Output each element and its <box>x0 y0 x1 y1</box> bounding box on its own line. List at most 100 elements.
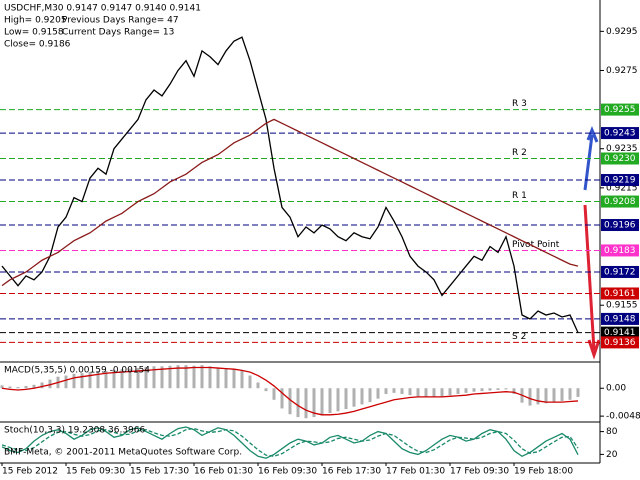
histogram-bar <box>416 388 420 397</box>
footer: BMF-Meta, © 2001-2011 MetaQuotes Softwar… <box>4 448 242 458</box>
info-line: Previous Days Range= 47 <box>62 16 179 26</box>
price-box-label: 0.9183 <box>604 246 636 256</box>
histogram-bar <box>96 370 100 389</box>
histogram-bar <box>344 388 348 410</box>
histogram-bar <box>328 388 332 414</box>
histogram-bar <box>376 388 380 399</box>
histogram-bar <box>120 369 124 389</box>
histogram-bar <box>448 388 452 396</box>
histogram-bar <box>216 367 220 389</box>
x-tick-label: 17 Feb 01:30 <box>386 467 445 477</box>
histogram-bar <box>232 368 236 389</box>
histogram-bar <box>384 388 388 395</box>
histogram-bar <box>248 375 252 389</box>
histogram-bar <box>16 387 20 389</box>
histogram-bar <box>392 388 396 393</box>
histogram-bar <box>88 372 92 389</box>
price-box <box>601 336 639 349</box>
histogram-bar <box>200 365 204 389</box>
y-tick-label: 0.9235 <box>606 144 638 154</box>
histogram-bar <box>80 373 84 389</box>
price-box-label: 0.9243 <box>604 129 636 139</box>
histogram-bar <box>360 388 364 405</box>
level-name: R 1 <box>512 191 527 201</box>
histogram-bar <box>0 385 4 389</box>
x-tick-label: 15 Feb 09:30 <box>66 467 125 477</box>
histogram-bar <box>568 388 572 400</box>
series-line <box>1 366 579 416</box>
info-line: Close= 0.9186 <box>4 40 71 50</box>
histogram-bar <box>504 388 508 390</box>
histogram-bar <box>168 365 172 389</box>
histogram-bar <box>576 388 580 397</box>
histogram-bar <box>536 388 540 405</box>
histogram-bar <box>368 388 372 403</box>
histogram-bar <box>32 384 36 389</box>
series-line <box>1 118 579 287</box>
series-line <box>1 36 579 333</box>
histogram-bar <box>456 388 460 395</box>
price-box-label: 0.9136 <box>604 338 636 348</box>
price-box-label: 0.9141 <box>604 328 636 338</box>
histogram-bar <box>72 373 76 389</box>
price-box <box>601 195 639 208</box>
histogram-bar <box>352 388 356 407</box>
info-line: High= 0.9205 <box>4 16 67 26</box>
x-tick-label: 19 Feb 18:00 <box>514 467 573 477</box>
y-tick-label: 0.9275 <box>606 66 638 76</box>
y-tick-label: 0.9155 <box>606 301 638 311</box>
histogram-bar <box>304 388 308 419</box>
histogram-bar <box>104 370 108 389</box>
level-name: R 2 <box>512 148 527 158</box>
histogram-bar <box>136 368 140 389</box>
price-box <box>601 244 639 257</box>
histogram-bar <box>312 388 316 418</box>
price-box <box>601 287 639 300</box>
price-box <box>601 312 639 325</box>
price-box-label: 0.9208 <box>604 197 636 207</box>
x-tick-label: 15 Feb 2012 <box>2 467 58 477</box>
histogram-bar <box>560 388 564 401</box>
histogram-bar <box>440 388 444 397</box>
x-tick-label: 16 Feb 17:30 <box>322 467 381 477</box>
price-box-label: 0.9255 <box>604 105 636 115</box>
histogram-bar <box>480 388 484 392</box>
price-box <box>601 127 639 140</box>
y-tick-label: 0.9215 <box>606 183 638 193</box>
series-line <box>1 427 579 457</box>
price-box <box>601 219 639 232</box>
price-box-label: 0.9148 <box>604 314 636 324</box>
x-tick-label: 16 Feb 09:30 <box>258 467 317 477</box>
price-box-label: 0.9196 <box>604 221 636 231</box>
panel-title: Stoch(10,3,3) 19.2308 36.3966 <box>4 426 145 436</box>
histogram-bar <box>488 388 492 391</box>
histogram-bar <box>400 388 404 395</box>
histogram-bar <box>184 365 188 389</box>
y-tick-label: 0.9295 <box>606 27 638 37</box>
up-arrow <box>583 126 599 191</box>
histogram-bar <box>192 365 196 389</box>
histogram-bar <box>544 388 548 404</box>
series-line <box>1 426 579 459</box>
histogram-bar <box>128 368 132 389</box>
histogram-bar <box>288 388 292 415</box>
info-line: USDCHF,M30 0.9147 0.9147 0.9140 0.9141 <box>4 4 201 14</box>
histogram-bar <box>528 388 532 406</box>
histogram-bar <box>256 382 260 389</box>
y-tick-label: 20 <box>606 450 618 460</box>
price-box-label: 0.9230 <box>604 154 636 164</box>
level-name: S 2 <box>512 332 526 342</box>
y-tick-label: 80 <box>606 427 618 437</box>
histogram-bar <box>208 366 212 389</box>
y-tick-label: 0.00 <box>606 384 626 394</box>
histogram-bar <box>432 388 436 398</box>
histogram-bar <box>264 388 268 392</box>
down-arrow <box>583 204 601 360</box>
histogram-bar <box>152 366 156 389</box>
price-box <box>601 326 639 339</box>
price-box-label: 0.9172 <box>604 267 636 277</box>
x-tick-label: 17 Feb 09:30 <box>450 467 509 477</box>
histogram-bar <box>8 386 12 389</box>
